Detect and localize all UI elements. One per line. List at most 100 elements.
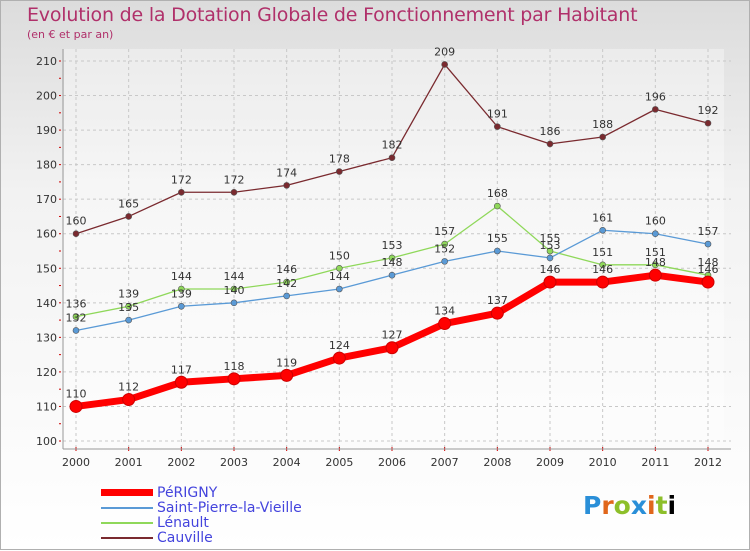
data-label-saint-pierre-la-vieille-2012: 157	[698, 225, 719, 238]
point-cauville-2000	[72, 230, 80, 238]
point-p-rigny-2008	[490, 306, 504, 320]
data-label-saint-pierre-la-vieille-2011: 160	[645, 215, 666, 228]
data-label-p-rigny-2010: 146	[592, 263, 613, 276]
point-saint-pierre-la-vieille-2007	[441, 258, 448, 265]
data-label-p-rigny-2007: 134	[434, 305, 455, 318]
point-saint-pierre-la-vieille-2010	[599, 226, 606, 234]
legend-swatch-perigny	[101, 489, 153, 496]
y-tick-label-160: 160	[36, 228, 57, 241]
data-label-l-nault-2008: 168	[487, 187, 508, 200]
x-tick-label-2010: 2010	[589, 456, 617, 469]
chart-title: Evolution de la Dotation Globale de Fonc…	[27, 4, 638, 26]
point-cauville-2002	[178, 188, 185, 196]
data-label-cauville-2005: 178	[329, 153, 350, 166]
point-cauville-2004	[283, 182, 290, 189]
data-label-cauville-2007: 209	[434, 45, 455, 58]
point-saint-pierre-la-vieille-2003	[230, 299, 238, 307]
data-label-cauville-2012: 192	[698, 104, 719, 117]
point-p-rigny-2012	[701, 275, 715, 289]
data-label-saint-pierre-la-vieille-2010: 161	[592, 211, 613, 224]
legend-item-saint-pierre: Saint-Pierre-la-Vieille	[101, 499, 302, 516]
point-cauville-2011	[652, 106, 659, 113]
y-tick-label-120: 120	[36, 366, 57, 379]
data-label-cauville-2000: 160	[66, 215, 87, 228]
data-label-l-nault-2002: 144	[171, 270, 192, 283]
point-saint-pierre-la-vieille-2012	[704, 240, 712, 248]
point-p-rigny-2011	[648, 268, 662, 282]
data-label-saint-pierre-la-vieille-2002: 139	[171, 287, 192, 300]
x-tick-label-2007: 2007	[431, 456, 459, 469]
data-label-cauville-2011: 196	[645, 90, 666, 103]
data-label-saint-pierre-la-vieille-2001: 135	[118, 301, 139, 314]
y-tick-label-140: 140	[36, 297, 57, 310]
point-cauville-2005	[336, 168, 343, 175]
legend-label-saint-pierre: Saint-Pierre-la-Vieille	[157, 499, 302, 516]
y-tick-label-170: 170	[36, 193, 57, 206]
point-l-nault-2011	[652, 261, 659, 269]
y-tick-label-110: 110	[36, 400, 57, 413]
point-saint-pierre-la-vieille-2002	[178, 302, 185, 310]
data-label-cauville-2008: 191	[487, 108, 508, 121]
point-p-rigny-2004	[280, 368, 294, 382]
x-tick-label-2009: 2009	[536, 456, 564, 469]
point-p-rigny-2001	[122, 393, 136, 407]
point-l-nault-2005	[336, 264, 343, 272]
legend-item-lenault: Lénault	[101, 514, 302, 531]
y-tick-label-210: 210	[36, 55, 57, 68]
point-l-nault-2001	[125, 302, 132, 310]
point-l-nault-2010	[599, 261, 606, 269]
x-tick-label-2008: 2008	[483, 456, 511, 469]
data-label-saint-pierre-la-vieille-2004: 142	[276, 277, 297, 290]
x-tick-label-2000: 2000	[62, 456, 90, 469]
point-l-nault-2000	[72, 313, 80, 320]
point-cauville-2006	[388, 154, 396, 162]
data-label-p-rigny-2003: 118	[224, 360, 245, 373]
point-l-nault-2002	[178, 285, 185, 293]
legend-label-lenault: Lénault	[157, 514, 209, 531]
data-label-cauville-2003: 172	[224, 173, 245, 186]
data-label-cauville-2009: 186	[540, 125, 561, 138]
data-label-p-rigny-2008: 137	[487, 294, 508, 307]
data-label-p-rigny-2002: 117	[171, 363, 192, 376]
data-label-p-rigny-2005: 124	[329, 339, 350, 352]
x-tick-label-2012: 2012	[694, 456, 722, 469]
point-p-rigny-2010	[596, 275, 610, 289]
data-label-p-rigny-2012: 146	[698, 263, 719, 276]
legend-item-perigny: PéRIGNY	[101, 484, 302, 501]
point-l-nault-2004	[283, 278, 290, 286]
x-tick-label-2006: 2006	[378, 456, 406, 469]
y-tick-label-100: 100	[36, 435, 57, 448]
point-cauville-2008	[494, 123, 501, 130]
data-label-l-nault-2010: 151	[592, 246, 613, 259]
data-label-cauville-2002: 172	[171, 173, 192, 186]
legend-label-cauville: Cauville	[157, 529, 213, 546]
data-label-p-rigny-2009: 146	[540, 263, 561, 276]
data-label-p-rigny-2006: 127	[382, 329, 403, 342]
y-tick-label-180: 180	[36, 159, 57, 172]
data-label-l-nault-2004: 146	[276, 263, 297, 276]
legend-swatch-saint-pierre	[101, 506, 153, 509]
x-tick-label-2004: 2004	[273, 456, 301, 469]
data-label-l-nault-2003: 144	[224, 270, 245, 283]
point-p-rigny-2003	[227, 372, 241, 386]
point-saint-pierre-la-vieille-2005	[336, 285, 343, 293]
point-saint-pierre-la-vieille-2009	[546, 254, 554, 262]
legend: PéRIGNY Saint-Pierre-la-Vieille Lénault …	[101, 484, 302, 546]
data-label-cauville-2010: 188	[592, 118, 613, 131]
point-cauville-2007	[441, 61, 448, 68]
data-label-saint-pierre-la-vieille-2000: 132	[66, 311, 87, 324]
data-label-l-nault-2000: 136	[66, 298, 87, 311]
data-label-saint-pierre-la-vieille-2009: 153	[540, 239, 561, 252]
data-label-l-nault-2005: 150	[329, 249, 350, 262]
data-label-cauville-2006: 182	[382, 139, 403, 152]
legend-label-perigny: PéRIGNY	[157, 484, 218, 501]
data-label-l-nault-2009: 155	[540, 232, 561, 245]
point-saint-pierre-la-vieille-2011	[652, 230, 659, 238]
plot-area	[64, 49, 724, 441]
x-tick-label-2001: 2001	[115, 456, 143, 469]
proxiti-logo: Proxiti	[583, 491, 677, 520]
data-label-p-rigny-2004: 119	[276, 356, 297, 369]
point-l-nault-2006	[388, 254, 396, 262]
point-saint-pierre-la-vieille-2000	[72, 327, 80, 334]
